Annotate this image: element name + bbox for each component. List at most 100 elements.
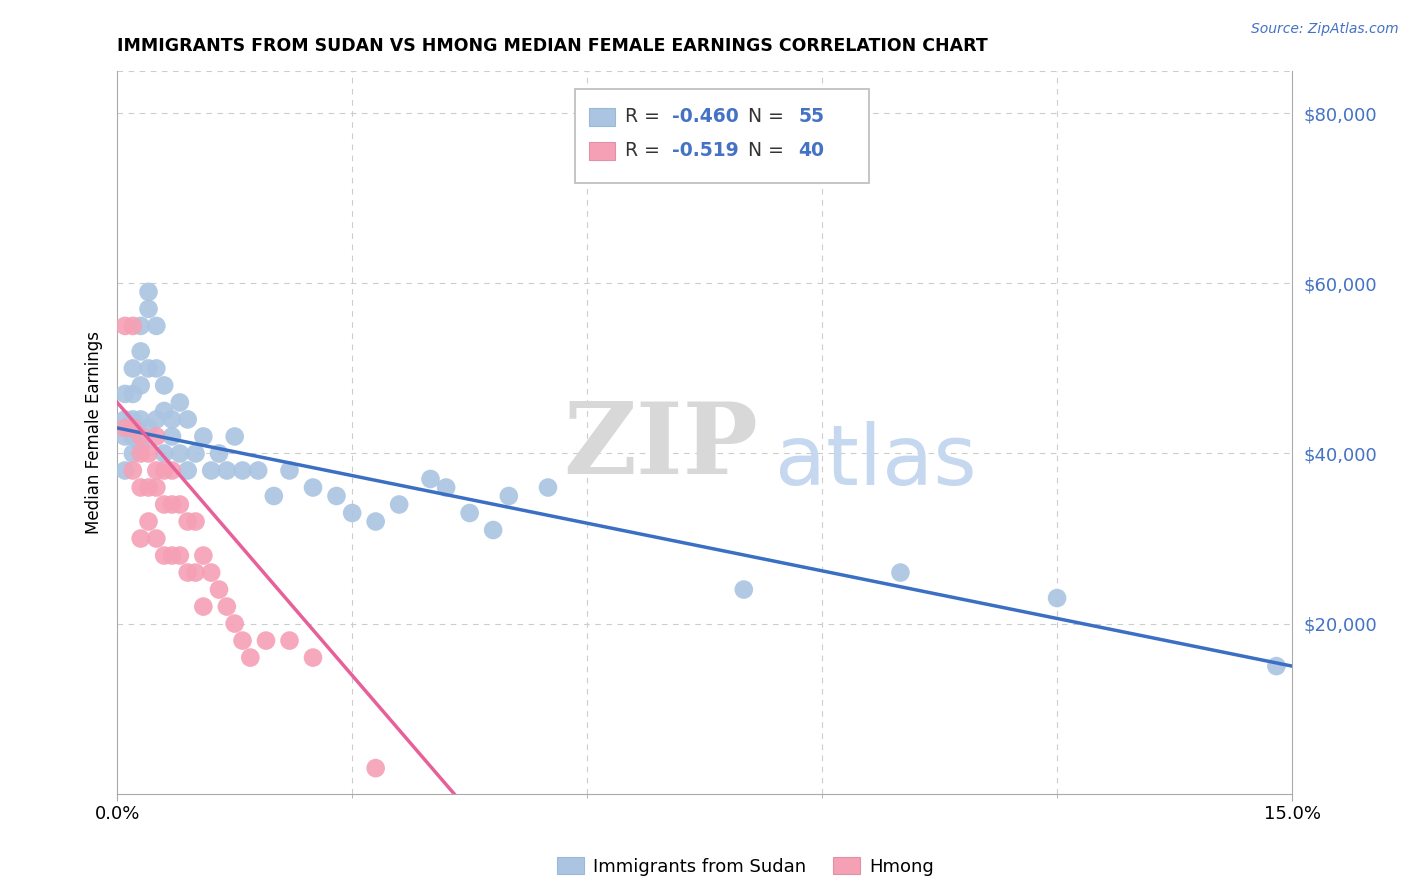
Point	[121, 463, 143, 477]
Point	[889, 566, 911, 580]
Point	[263, 489, 285, 503]
Point	[138, 421, 160, 435]
Point	[114, 387, 136, 401]
Point	[231, 633, 253, 648]
Point	[121, 387, 143, 401]
Point	[419, 472, 441, 486]
Point	[121, 318, 143, 333]
Text: R =: R =	[624, 107, 665, 126]
Point	[138, 515, 160, 529]
Point	[169, 498, 191, 512]
Point	[325, 489, 347, 503]
Y-axis label: Median Female Earnings: Median Female Earnings	[86, 331, 103, 533]
Point	[537, 481, 560, 495]
Point	[138, 361, 160, 376]
Point	[153, 378, 176, 392]
Point	[184, 446, 207, 460]
Point	[340, 506, 363, 520]
Point	[364, 515, 387, 529]
Text: 55: 55	[799, 107, 825, 126]
Point	[114, 463, 136, 477]
Point	[169, 549, 191, 563]
Point	[1265, 659, 1288, 673]
Point	[138, 301, 160, 316]
Point	[153, 463, 176, 477]
Text: 40: 40	[799, 141, 825, 160]
Point	[153, 446, 176, 460]
Point	[482, 523, 505, 537]
Point	[388, 498, 411, 512]
Point	[129, 412, 152, 426]
Point	[231, 463, 253, 477]
Legend: Immigrants from Sudan, Hmong: Immigrants from Sudan, Hmong	[550, 850, 941, 883]
Point	[224, 429, 246, 443]
Text: IMMIGRANTS FROM SUDAN VS HMONG MEDIAN FEMALE EARNINGS CORRELATION CHART: IMMIGRANTS FROM SUDAN VS HMONG MEDIAN FE…	[117, 37, 988, 55]
Point	[121, 361, 143, 376]
Point	[129, 429, 152, 443]
Point	[1046, 591, 1069, 605]
Point	[254, 633, 277, 648]
Text: N =: N =	[737, 141, 790, 160]
Point	[129, 446, 152, 460]
Point	[153, 549, 176, 563]
Text: R =: R =	[624, 141, 665, 160]
Point	[302, 650, 325, 665]
Point	[200, 566, 222, 580]
Point	[129, 438, 152, 452]
Point	[114, 429, 136, 443]
Point	[278, 463, 301, 477]
Point	[153, 498, 176, 512]
Point	[129, 344, 152, 359]
Point	[193, 429, 215, 443]
Text: -0.460: -0.460	[672, 107, 738, 126]
Point	[184, 566, 207, 580]
Point	[434, 481, 457, 495]
Point	[114, 421, 136, 435]
Point	[121, 421, 143, 435]
Point	[160, 549, 183, 563]
Point	[458, 506, 481, 520]
Point	[160, 498, 183, 512]
Point	[138, 285, 160, 299]
Point	[160, 412, 183, 426]
Point	[302, 481, 325, 495]
Point	[176, 412, 198, 426]
Point	[176, 515, 198, 529]
Point	[145, 429, 167, 443]
Point	[145, 361, 167, 376]
Point	[208, 582, 231, 597]
Text: Source: ZipAtlas.com: Source: ZipAtlas.com	[1251, 22, 1399, 37]
Point	[169, 395, 191, 409]
Point	[129, 481, 152, 495]
Point	[114, 412, 136, 426]
Point	[121, 412, 143, 426]
Point	[145, 532, 167, 546]
FancyBboxPatch shape	[589, 143, 616, 160]
Point	[498, 489, 520, 503]
Point	[193, 599, 215, 614]
Point	[145, 481, 167, 495]
Point	[145, 412, 167, 426]
Point	[224, 616, 246, 631]
Point	[364, 761, 387, 775]
Point	[138, 446, 160, 460]
FancyBboxPatch shape	[575, 89, 869, 183]
Point	[184, 515, 207, 529]
Point	[129, 378, 152, 392]
Point	[208, 446, 231, 460]
FancyBboxPatch shape	[589, 108, 616, 126]
Point	[145, 318, 167, 333]
Point	[169, 446, 191, 460]
Point	[160, 429, 183, 443]
Point	[160, 463, 183, 477]
Text: -0.519: -0.519	[672, 141, 738, 160]
Point	[176, 566, 198, 580]
Point	[176, 463, 198, 477]
Point	[193, 549, 215, 563]
Point	[278, 633, 301, 648]
Point	[121, 429, 143, 443]
Text: atlas: atlas	[775, 421, 977, 501]
Text: N =: N =	[737, 107, 790, 126]
Point	[138, 481, 160, 495]
Point	[129, 318, 152, 333]
